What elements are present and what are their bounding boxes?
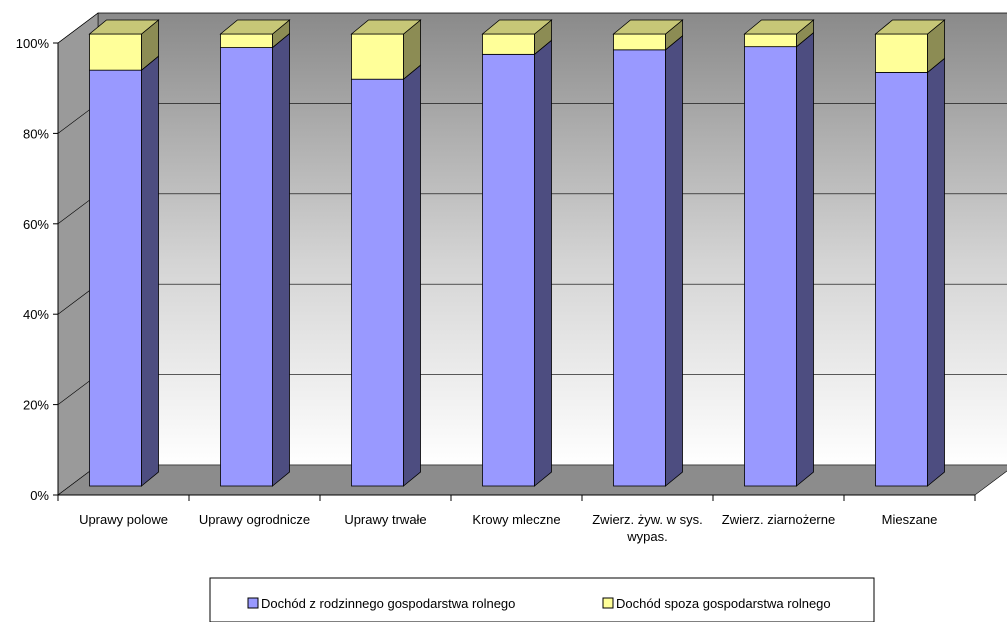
bars — [88, 19, 946, 487]
y-tick-label: 40% — [23, 307, 49, 322]
y-tick-labels: 0% 20% 40% 60% 80% 100% — [16, 36, 50, 503]
bar-top — [219, 19, 291, 35]
bar-top — [88, 19, 160, 35]
x-category-label: wypas. — [626, 529, 667, 544]
x-category-label: Zwierz. ziarnożerne — [722, 512, 835, 527]
x-category-label: Uprawy trwałe — [344, 512, 426, 527]
bar-front — [220, 47, 273, 487]
x-category-label: Zwierz. żyw. w sys. — [592, 512, 703, 527]
bar-top — [612, 19, 684, 35]
bar-front — [89, 69, 142, 487]
y-tick-label: 0% — [30, 488, 49, 503]
bar-front — [89, 33, 142, 71]
bar-side — [403, 64, 421, 487]
x-category-label: Mieszane — [882, 512, 938, 527]
bar-front — [351, 33, 404, 80]
bar-front — [613, 49, 666, 487]
legend-swatch — [602, 597, 614, 609]
legend-label: Dochód z rodzinnego gospodarstwa rolnego — [261, 596, 515, 611]
bar-side — [534, 39, 552, 487]
legend-label: Dochód spoza gospodarstwa rolnego — [616, 596, 831, 611]
bar-side — [665, 34, 683, 487]
bar-top — [350, 19, 422, 35]
axes — [53, 42, 976, 501]
y-tick-label: 100% — [16, 36, 50, 51]
gridline — [57, 12, 1007, 44]
legend: Dochód z rodzinnego gospodarstwa rolnego… — [209, 577, 875, 622]
legend-box — [209, 577, 875, 622]
bar-front — [744, 46, 797, 487]
bar-top — [874, 19, 946, 35]
bar-top — [481, 19, 553, 35]
legend-swatch — [247, 597, 259, 609]
bar-front — [744, 33, 797, 48]
bar-front — [351, 78, 404, 487]
bar-side — [796, 31, 814, 487]
bar-front — [220, 33, 273, 48]
bar-front — [875, 72, 928, 487]
bar-side — [272, 32, 290, 487]
x-category-label: Uprawy ogrodnicze — [199, 512, 310, 527]
x-category-label: Krowy mleczne — [472, 512, 560, 527]
bar-top — [743, 19, 815, 35]
y-tick-label: 60% — [23, 217, 49, 232]
bar-front — [482, 53, 535, 487]
bar-side — [927, 57, 945, 487]
y-tick-label: 80% — [23, 126, 49, 141]
x-category-label: Uprawy polowe — [79, 512, 168, 527]
y-tick-label: 20% — [23, 398, 49, 413]
category-labels: Uprawy polowe Uprawy ogrodnicze Uprawy trw… — [79, 512, 937, 544]
bar-front — [482, 33, 535, 55]
bar-side — [141, 55, 159, 487]
bar-front — [613, 33, 666, 51]
bar-front — [875, 33, 928, 73]
